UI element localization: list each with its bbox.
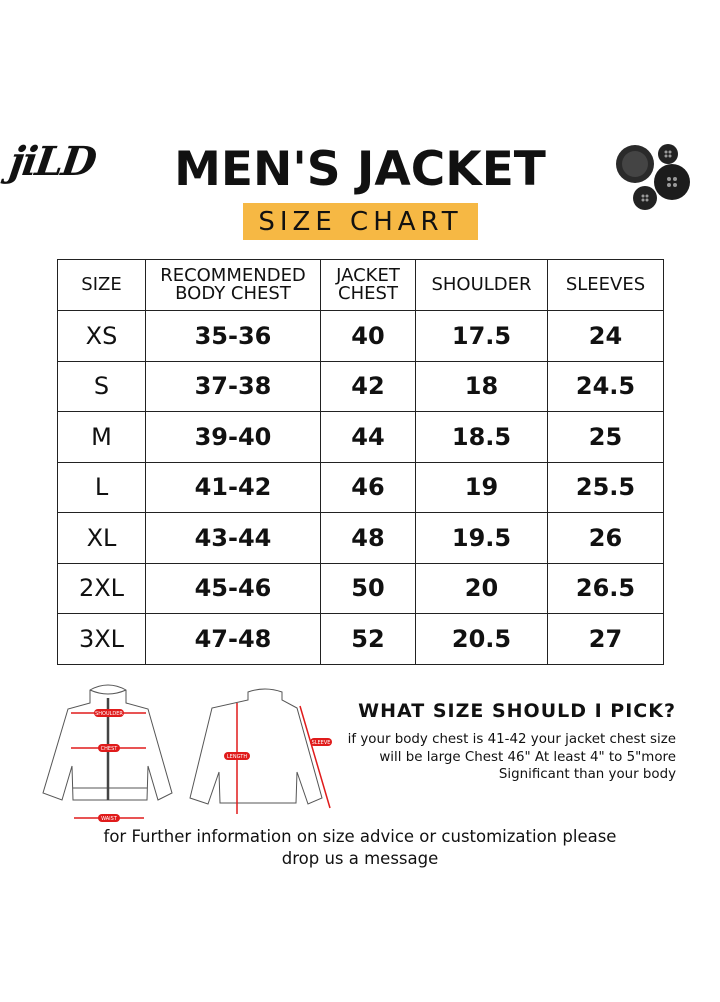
table-cell: 47-48 bbox=[145, 613, 321, 665]
length-label: LENGTH bbox=[227, 754, 247, 760]
table-cell: XL bbox=[57, 512, 146, 564]
footer-line: for Further information on size advice o… bbox=[103, 827, 617, 846]
column-header: SLEEVES bbox=[547, 259, 664, 311]
table-header-row: SIZE RECOMMENDED BODY CHEST JACKET CHEST… bbox=[57, 259, 664, 311]
table-cell: 24 bbox=[547, 310, 664, 362]
advice-line: if your body chest is 41-42 your jacket … bbox=[347, 732, 676, 747]
table-cell: 17.5 bbox=[415, 310, 548, 362]
table-cell: 44 bbox=[320, 411, 416, 463]
footer-line: drop us a message bbox=[281, 849, 439, 868]
table-cell: 50 bbox=[320, 562, 416, 614]
table-cell: 18.5 bbox=[415, 411, 548, 463]
table-row: 3XL 47-48 52 20.5 27 bbox=[57, 613, 664, 665]
table-cell: 2XL bbox=[57, 562, 146, 614]
column-header: SIZE bbox=[57, 259, 146, 311]
advice-text: if your body chest is 41-42 your jacket … bbox=[296, 731, 676, 784]
table-cell: L bbox=[57, 461, 146, 513]
column-header: SHOULDER bbox=[415, 259, 548, 311]
sleeve-label: SLEEVE bbox=[312, 740, 331, 746]
table-cell: 19.5 bbox=[415, 512, 548, 564]
advice-heading: WHAT SIZE SHOULD I PICK? bbox=[358, 700, 676, 722]
table-cell: 41-42 bbox=[145, 461, 321, 513]
table-cell: 43-44 bbox=[145, 512, 321, 564]
table-row: M 39-40 44 18.5 25 bbox=[57, 411, 664, 463]
table-cell: 26.5 bbox=[547, 562, 664, 614]
table-cell: 45-46 bbox=[145, 562, 321, 614]
column-header: RECOMMENDED BODY CHEST bbox=[145, 259, 321, 311]
table-cell: XS bbox=[57, 310, 146, 362]
table-cell: 3XL bbox=[57, 613, 146, 665]
footer-note: for Further information on size advice o… bbox=[0, 826, 720, 870]
column-header: JACKET CHEST bbox=[320, 259, 416, 311]
table-cell: 46 bbox=[320, 461, 416, 513]
jacket-measurement-diagram: SHOULDER CHEST WAIST LENGTH SLEEVE bbox=[42, 684, 332, 822]
table-cell: 25 bbox=[547, 411, 664, 463]
size-table: SIZE RECOMMENDED BODY CHEST JACKET CHEST… bbox=[57, 259, 664, 665]
measurement-labels: SHOULDER CHEST WAIST LENGTH SLEEVE bbox=[94, 709, 332, 822]
shoulder-label: SHOULDER bbox=[95, 711, 123, 717]
page-title: MEN'S JACKET bbox=[174, 142, 546, 197]
table-row: XS 35-36 40 17.5 24 bbox=[57, 310, 664, 362]
table-cell: 40 bbox=[320, 310, 416, 362]
table-cell: 26 bbox=[547, 512, 664, 564]
table-row: 2XL 45-46 50 20 26.5 bbox=[57, 562, 664, 614]
page-subtitle: SIZE CHART bbox=[243, 203, 478, 240]
table-cell: 37-38 bbox=[145, 360, 321, 412]
table-row: XL 43-44 48 19.5 26 bbox=[57, 512, 664, 564]
table-row: S 37-38 42 18 24.5 bbox=[57, 360, 664, 412]
table-cell: 25.5 bbox=[547, 461, 664, 513]
table-cell: 42 bbox=[320, 360, 416, 412]
table-cell: M bbox=[57, 411, 146, 463]
table-cell: 52 bbox=[320, 613, 416, 665]
table-cell: 35-36 bbox=[145, 310, 321, 362]
buttons-icon bbox=[616, 144, 690, 210]
table-cell: 48 bbox=[320, 512, 416, 564]
table-cell: 20 bbox=[415, 562, 548, 614]
table-cell: S bbox=[57, 360, 146, 412]
table-row: L 41-42 46 19 25.5 bbox=[57, 461, 664, 513]
table-cell: 27 bbox=[547, 613, 664, 665]
table-cell: 39-40 bbox=[145, 411, 321, 463]
table-cell: 20.5 bbox=[415, 613, 548, 665]
table-cell: 24.5 bbox=[547, 360, 664, 412]
chest-label: CHEST bbox=[101, 746, 119, 752]
table-cell: 18 bbox=[415, 360, 548, 412]
advice-line: will be large Chest 46" At least 4" to 5… bbox=[379, 749, 676, 765]
table-cell: 19 bbox=[415, 461, 548, 513]
advice-line: Significant than your body bbox=[498, 767, 676, 782]
waist-label: WAIST bbox=[101, 816, 118, 822]
